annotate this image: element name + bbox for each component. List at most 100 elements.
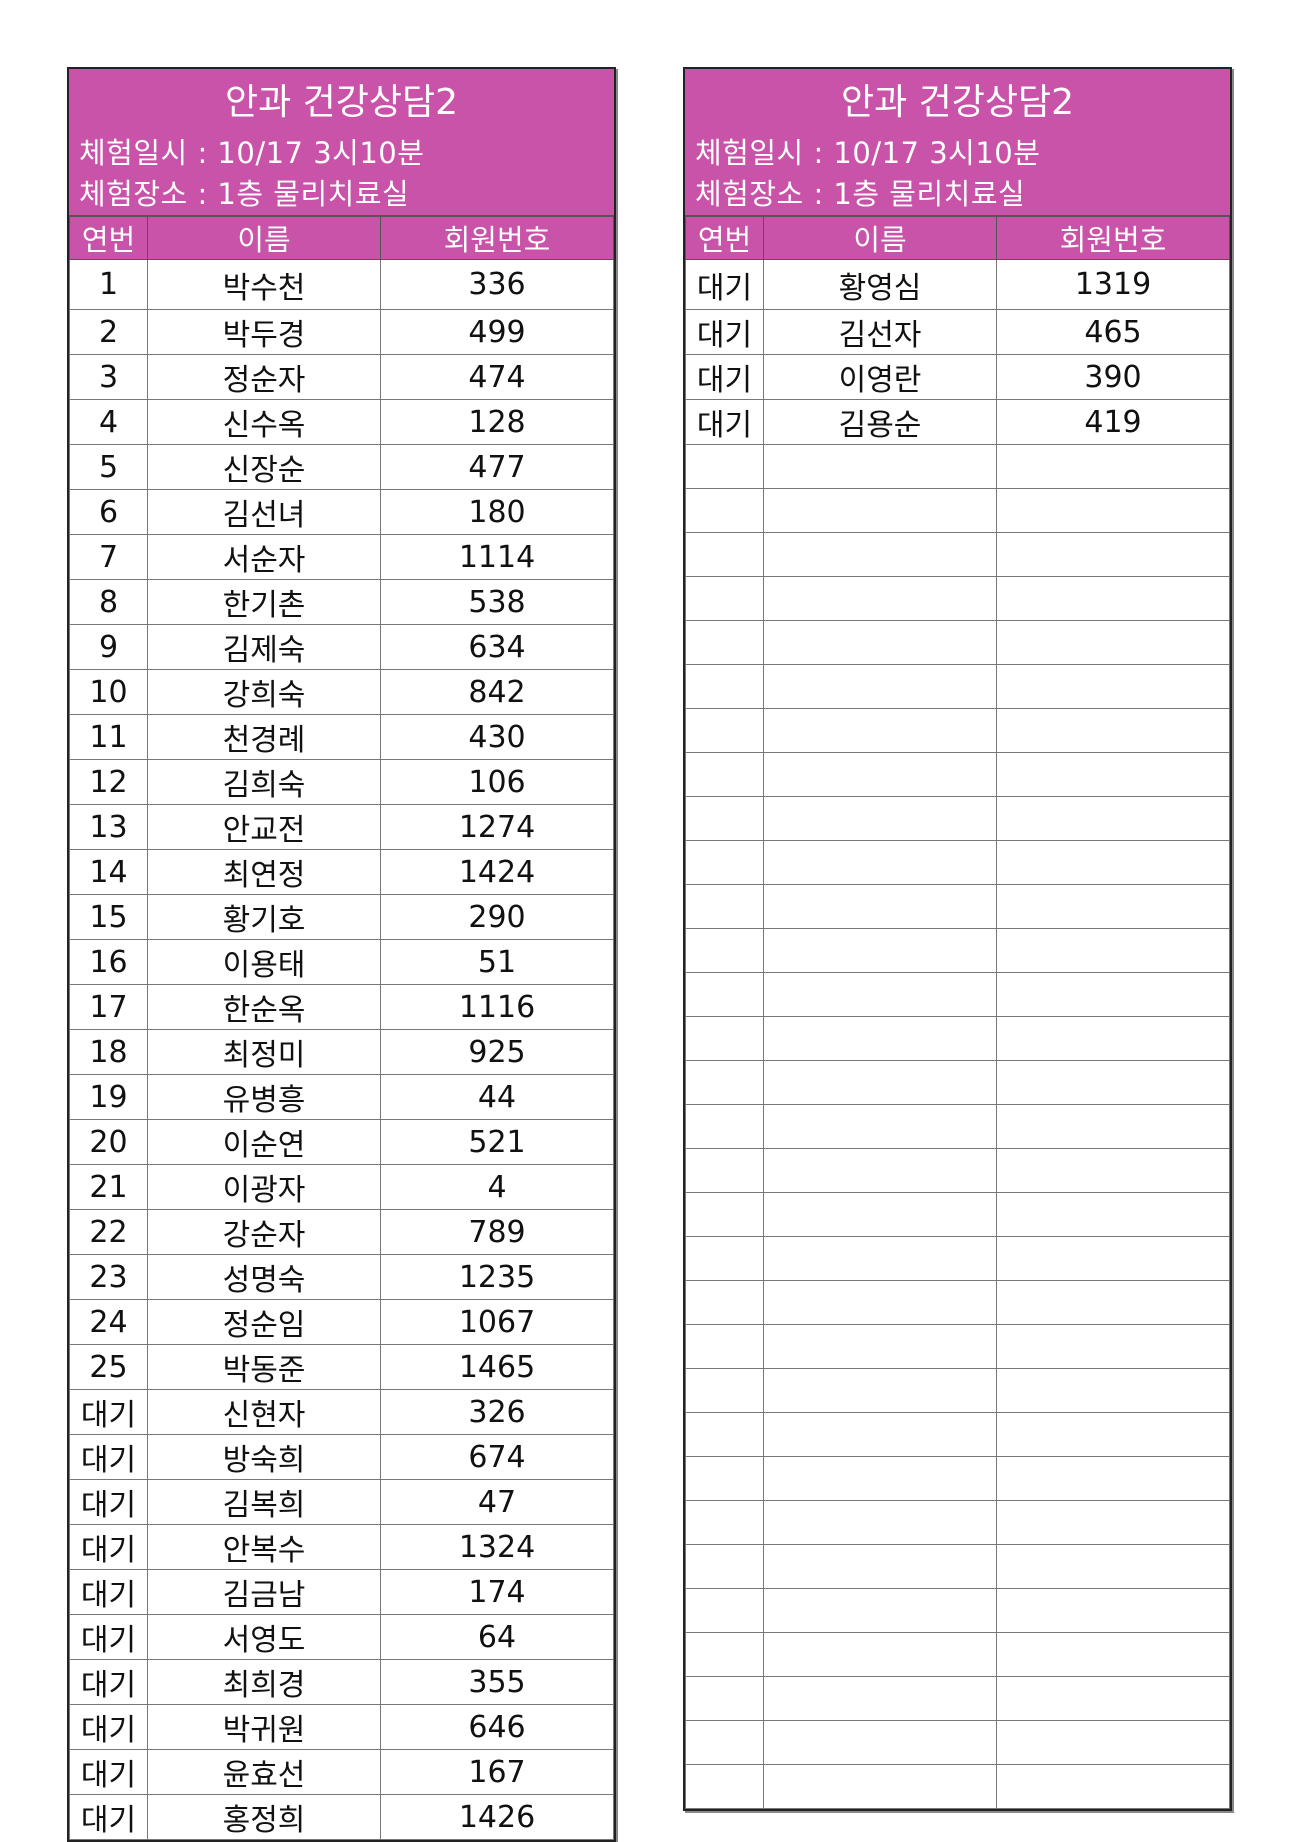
cell-member-id: 1424 [380,849,614,895]
cell-number: 대기 [69,1389,148,1435]
cell-number: 17 [69,984,148,1030]
cell-number: 대기 [685,399,764,445]
cell-number: 12 [69,759,148,805]
cell-number [685,972,764,1017]
cell-member-id: 1067 [380,1299,614,1345]
cell-name: 이광자 [147,1164,381,1210]
cell-number [685,620,764,665]
table-row [685,444,1230,489]
cell-member-id: 44 [380,1074,614,1120]
cell-number: 15 [69,894,148,940]
cell-member-id: 4 [380,1164,614,1210]
cell-member-id: 474 [380,354,614,400]
column-header-name: 이름 [147,215,381,260]
table-row: 대기 황영심 1319 [685,259,1230,310]
cell-member-id [996,840,1230,885]
cell-number: 10 [69,669,148,715]
cell-number: 3 [69,354,148,400]
sheet-title: 안과 건강상담2 [224,82,459,123]
table-row: 대기 방숙희 674 [69,1434,614,1480]
cell-number: 대기 [69,1479,148,1525]
table-row [685,620,1230,665]
cell-member-id: 167 [380,1749,614,1795]
cell-member-id [996,1236,1230,1281]
table-row [685,1500,1230,1545]
cell-name: 이순연 [147,1119,381,1165]
cell-name: 이용태 [147,939,381,985]
cell-name: 신장순 [147,444,381,490]
table-row [685,1676,1230,1721]
table-row: 10 강희숙 842 [69,669,614,715]
cell-number [685,1060,764,1105]
cell-number [685,884,764,929]
table-row [685,1060,1230,1105]
cell-number [685,1588,764,1633]
cell-member-id [996,1324,1230,1369]
cell-number: 대기 [69,1569,148,1615]
cell-number: 9 [69,624,148,670]
cell-number [685,928,764,973]
cell-number [685,1236,764,1281]
signup-sheet-right: 안과 건강상담2 체험일시 : 10/17 3시10분 체험장소 : 1층 물리… [683,67,1232,1811]
cell-name: 박수천 [147,259,381,310]
cell-member-id: 430 [380,714,614,760]
date-line: 체험일시 : 10/17 3시10분 [79,136,425,170]
table-row: 12 김희숙 106 [69,759,614,805]
cell-number [685,1368,764,1413]
table-row: 대기 김용순 419 [685,399,1230,445]
cell-name [763,1324,997,1369]
cell-member-id [996,928,1230,973]
cell-number [685,1192,764,1237]
table-row [685,1148,1230,1193]
column-header-row: 연번 이름 회원번호 [685,215,1230,260]
cell-name [763,1456,997,1501]
column-header-number: 연번 [69,215,148,260]
cell-name [763,1632,997,1677]
cell-member-id: 290 [380,894,614,940]
cell-number: 25 [69,1344,148,1390]
cell-number: 1 [69,259,148,310]
cell-member-id: 1274 [380,804,614,850]
cell-member-id: 51 [380,939,614,985]
table-row: 대기 윤효선 167 [69,1749,614,1795]
column-header-member-id: 회원번호 [996,215,1230,260]
cell-name: 황영심 [763,259,997,310]
cell-number [685,752,764,797]
table-row [685,1016,1230,1061]
table-row: 19 유병흥 44 [69,1074,614,1120]
table-row: 21 이광자 4 [69,1164,614,1210]
table-row: 1 박수천 336 [69,259,614,310]
cell-name [763,620,997,665]
cell-member-id: 174 [380,1569,614,1615]
cell-member-id: 465 [996,309,1230,355]
table-row [685,1368,1230,1413]
table-row: 24 정순임 1067 [69,1299,614,1345]
cell-number [685,1324,764,1369]
cell-number: 11 [69,714,148,760]
cell-member-id [996,1368,1230,1413]
table-row [685,1544,1230,1589]
cell-name [763,1588,997,1633]
cell-number [685,1280,764,1325]
sheet-header: 안과 건강상담2 체험일시 : 10/17 3시10분 체험장소 : 1층 물리… [69,69,614,215]
table-row [685,752,1230,797]
place-line: 체험장소 : 1층 물리치료실 [695,177,1026,211]
cell-member-id [996,1060,1230,1105]
cell-member-id: 64 [380,1614,614,1660]
cell-member-id: 1235 [380,1254,614,1300]
table-row: 대기 최희경 355 [69,1659,614,1705]
cell-number [685,1632,764,1677]
table-row: 18 최정미 925 [69,1029,614,1075]
cell-name: 김용순 [763,399,997,445]
cell-member-id [996,796,1230,841]
cell-number: 8 [69,579,148,625]
table-row [685,972,1230,1017]
cell-number: 대기 [685,309,764,355]
cell-name [763,840,997,885]
cell-member-id [996,1544,1230,1589]
cell-member-id [996,532,1230,577]
cell-name: 김선자 [763,309,997,355]
cell-name [763,1148,997,1193]
cell-name: 김복희 [147,1479,381,1525]
table-row [685,1720,1230,1765]
